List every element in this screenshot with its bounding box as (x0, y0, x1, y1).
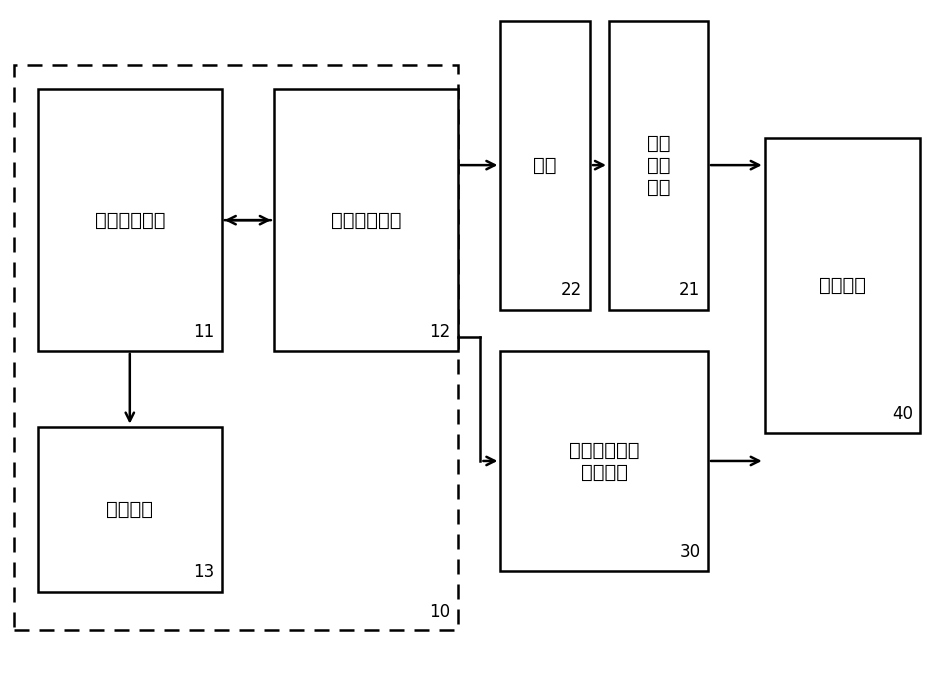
Bar (38, 427, 222, 592)
Text: 数据
采集
设备: 数据 采集 设备 (647, 133, 670, 197)
Text: 板卡: 板卡 (533, 155, 557, 175)
Bar (500, 21, 590, 310)
Text: 模拟倒车雷达
通信模块: 模拟倒车雷达 通信模块 (569, 440, 639, 482)
Bar (274, 89, 458, 351)
Text: 信息处理设备: 信息处理设备 (94, 211, 165, 230)
Bar (765, 138, 920, 433)
Text: 10: 10 (430, 603, 450, 621)
Bar (609, 21, 708, 310)
Text: 40: 40 (892, 405, 913, 423)
Bar (38, 89, 222, 351)
Text: 被测设备: 被测设备 (819, 276, 866, 295)
Text: 22: 22 (561, 281, 582, 299)
Text: 21: 21 (679, 281, 700, 299)
Text: 12: 12 (429, 323, 450, 341)
Text: 11: 11 (193, 323, 214, 341)
Text: 显示设备: 显示设备 (107, 499, 153, 519)
Text: 30: 30 (680, 543, 700, 561)
Text: 设备通信模块: 设备通信模块 (330, 211, 401, 230)
Text: 13: 13 (193, 563, 214, 581)
Bar (14, 65, 458, 630)
Bar (500, 351, 708, 571)
